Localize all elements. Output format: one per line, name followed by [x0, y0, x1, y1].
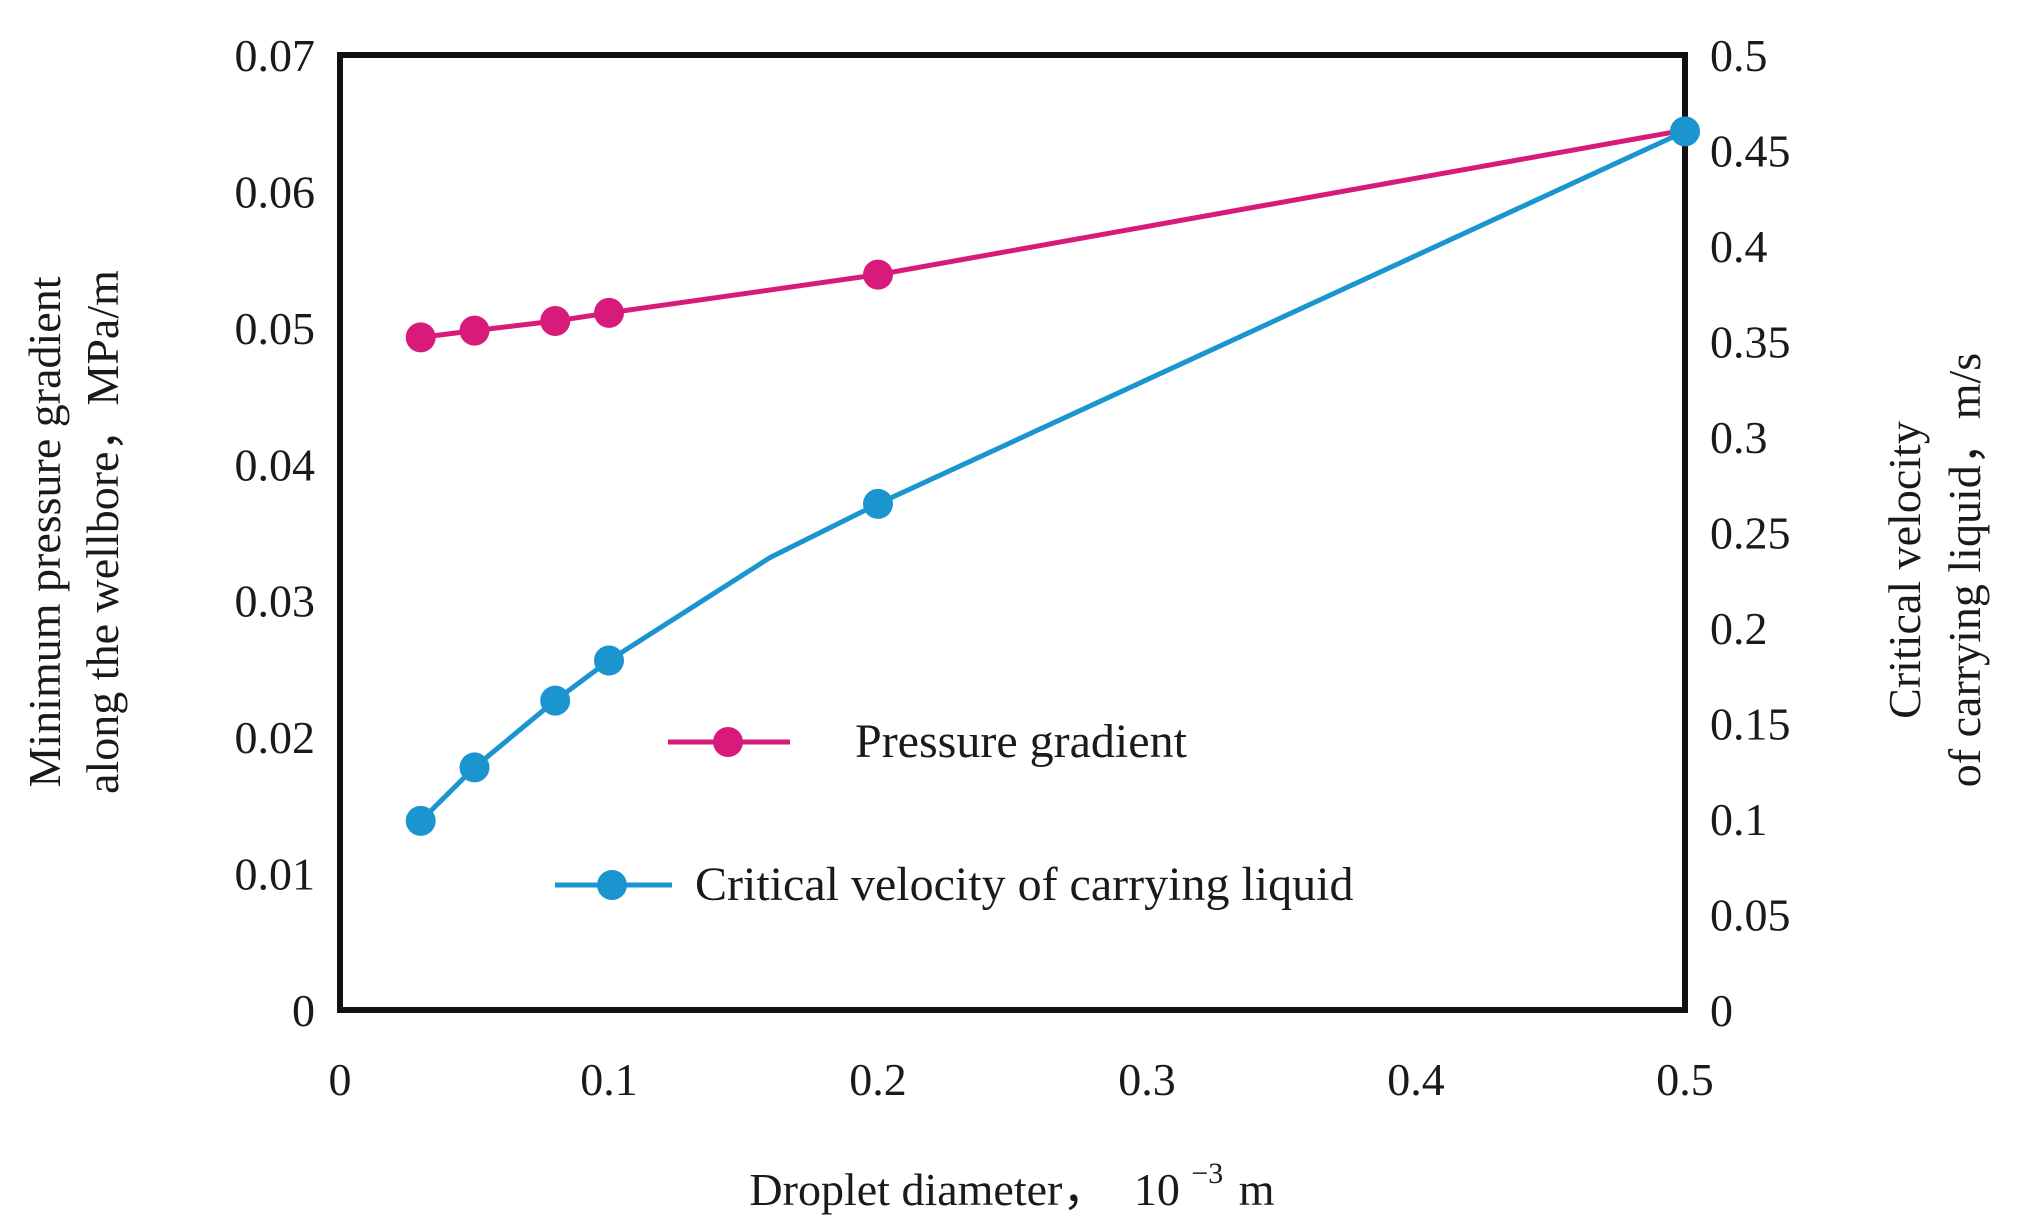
y-left-tick-label: 0.03: [235, 576, 316, 627]
data-point-pressure-gradient: [594, 297, 624, 328]
y-left-axis-title-line1: Minimum pressure gradient: [19, 276, 70, 787]
data-point-critical-velocity: [863, 488, 893, 519]
x-axis-unit-exp: −3: [1191, 1157, 1223, 1190]
y-right-tick-label: 0.4: [1710, 221, 1768, 272]
legend-item-pressure-gradient: Pressure gradient: [668, 715, 1188, 768]
y-right-tick-label: 0.5: [1710, 30, 1768, 81]
y-right-tick-label: 0.1: [1710, 794, 1768, 845]
legend-swatch-marker-critical-velocity: [597, 870, 627, 900]
y-right-tick-label: 0: [1710, 985, 1733, 1036]
x-tick-label: 0.1: [580, 1054, 638, 1105]
y-right-tick-label: 0.15: [1710, 699, 1791, 750]
data-point-pressure-gradient: [540, 306, 571, 337]
plot-frame: [337, 52, 1688, 1013]
legend-label-critical-velocity: Critical velocity of carrying liquid: [695, 858, 1353, 911]
y-left-tick-label: 0: [292, 985, 315, 1036]
y-right-tick-label: 0.45: [1710, 126, 1791, 177]
legend: Pressure gradient Critical velocity of c…: [555, 715, 1353, 911]
data-point-pressure-gradient: [459, 315, 490, 346]
series-layer: [405, 116, 1700, 836]
y-left-tick-label: 0.04: [235, 439, 316, 490]
x-axis-unit-base: 10: [1134, 1164, 1180, 1215]
x-axis-title: Droplet diameter， 10 −3 m: [749, 1142, 1274, 1215]
y-left-tick-label: 0.06: [235, 166, 316, 217]
data-point-critical-velocity: [459, 752, 490, 783]
y-left-axis-ticks: 0 0.01 0.02 0.03 0.04 0.05 0.06 0.07: [235, 30, 316, 1036]
y-right-tick-label: 0.3: [1710, 412, 1768, 463]
y-right-tick-label: 0.2: [1710, 603, 1768, 654]
y-left-tick-label: 0.02: [235, 712, 316, 763]
y-left-tick-label: 0.01: [235, 849, 316, 900]
data-point-pressure-gradient: [863, 259, 893, 290]
legend-item-critical-velocity: Critical velocity of carrying liquid: [555, 858, 1353, 911]
legend-swatch-marker-pressure-gradient: [713, 727, 743, 757]
x-axis-title-text: Droplet diameter，: [749, 1164, 1108, 1215]
x-tick-label: 0: [329, 1054, 352, 1105]
y-right-tick-label: 0.25: [1710, 508, 1791, 559]
x-tick-label: 0.2: [849, 1054, 907, 1105]
y-left-tick-label: 0.07: [235, 30, 316, 81]
y-right-axis-ticks: 0 0.05 0.1 0.15 0.2 0.25 0.3 0.35 0.4 0.45 0.5: [1710, 30, 1791, 1036]
data-point-critical-velocity: [594, 645, 624, 676]
legend-label-pressure-gradient: Pressure gradient: [855, 715, 1188, 768]
y-left-tick-label: 0.05: [235, 303, 316, 354]
y-right-axis-title-line2: of carrying liquid，m/s: [1939, 353, 1990, 787]
x-tick-label: 0.4: [1387, 1054, 1445, 1105]
x-axis-ticks: 0 0.1 0.2 0.3 0.4 0.5: [329, 1054, 1714, 1105]
data-point-critical-velocity: [405, 805, 436, 836]
x-tick-label: 0.3: [1118, 1054, 1176, 1105]
data-point-pressure-gradient: [405, 322, 436, 353]
y-right-tick-label: 0.35: [1710, 317, 1791, 368]
y-right-axis-title-line1: Critical velocity: [1879, 421, 1930, 719]
x-tick-label: 0.5: [1656, 1054, 1714, 1105]
data-point-critical-velocity: [1670, 116, 1700, 147]
x-axis-unit-suffix: m: [1239, 1164, 1275, 1215]
y-left-axis-title-line2: along the wellbore，MPa/m: [77, 270, 128, 794]
data-point-critical-velocity: [540, 685, 571, 716]
y-right-tick-label: 0.05: [1710, 890, 1791, 941]
